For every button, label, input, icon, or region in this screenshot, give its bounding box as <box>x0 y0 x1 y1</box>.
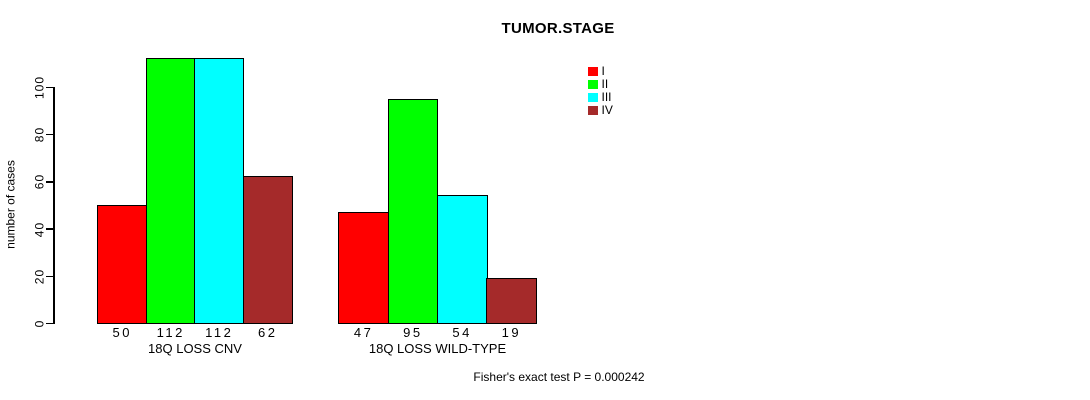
y-axis-label: number of cases <box>3 160 18 249</box>
bar <box>145 58 196 325</box>
legend-label: IV <box>601 103 613 117</box>
bar <box>242 176 293 325</box>
y-axis-tick <box>46 322 53 325</box>
bar <box>436 195 488 325</box>
bar-value-label: 50 <box>112 325 132 340</box>
y-axis-line <box>53 86 55 325</box>
y-axis-tick <box>46 275 53 278</box>
legend-row: I <box>588 65 613 78</box>
y-axis-tick <box>46 181 53 183</box>
y-axis-tick-label: 20 <box>32 268 47 284</box>
y-axis-tick-label: 60 <box>32 174 47 190</box>
y-axis-tick <box>46 228 53 230</box>
bar-value-label: 62 <box>258 325 278 340</box>
x-category-label: 18Q LOSS CNV <box>148 341 242 356</box>
legend-label: III <box>601 90 612 104</box>
y-axis-tick <box>46 86 53 89</box>
legend-row: IV <box>588 104 613 117</box>
bar <box>338 211 389 325</box>
legend-row: II <box>588 78 613 91</box>
legend: I II III IV <box>588 65 613 117</box>
legend-row: III <box>588 91 613 104</box>
bar-value-label: 54 <box>452 325 472 340</box>
bar <box>97 204 148 325</box>
legend-swatch <box>588 105 598 116</box>
y-axis-tick-label: 0 <box>32 319 47 328</box>
y-axis-tick-label: 80 <box>32 126 47 143</box>
y-axis-tick-label: 40 <box>32 221 47 237</box>
bar <box>486 277 537 325</box>
bar-value-label: 112 <box>205 325 234 340</box>
bar <box>194 58 245 325</box>
footnote-text: Fisher's exact test P = 0.000242 <box>473 370 645 384</box>
bar-value-label: 47 <box>353 325 374 340</box>
legend-swatch <box>588 66 598 77</box>
y-axis-tick <box>46 133 53 136</box>
legend-label: II <box>601 77 609 91</box>
bar <box>387 98 439 325</box>
bar-value-label: 95 <box>403 325 423 340</box>
legend-label: I <box>601 64 605 78</box>
bar-value-label: 112 <box>156 325 185 340</box>
bar-value-label: 19 <box>501 325 522 340</box>
x-category-label: 18Q LOSS WILD-TYPE <box>368 341 507 356</box>
y-axis-tick-label: 100 <box>32 75 47 99</box>
legend-swatch <box>588 79 598 90</box>
legend-swatch <box>588 92 598 103</box>
chart-title: TUMOR.STAGE <box>501 20 615 37</box>
